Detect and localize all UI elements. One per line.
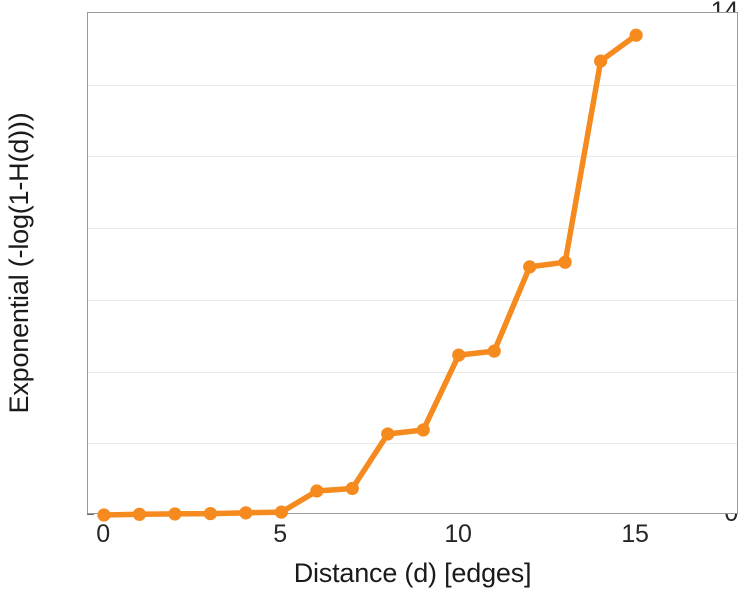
x-tick-label: 0: [96, 520, 110, 548]
series-line: [101, 32, 639, 518]
data-point-marker: [97, 508, 111, 522]
data-point-marker: [345, 481, 359, 496]
x-tick-label: 15: [621, 520, 649, 548]
data-point-marker: [274, 505, 288, 519]
plot-area: [87, 12, 738, 522]
data-point-marker: [452, 348, 466, 362]
y-tick-mark: [87, 514, 94, 515]
x-tick-label: 10: [444, 520, 472, 548]
data-point-marker: [629, 28, 643, 42]
data-point-marker: [203, 506, 218, 521]
data-point-marker: [132, 507, 147, 521]
data-series-layer: [97, 28, 643, 522]
data-point-marker: [558, 255, 572, 269]
data-point-marker: [523, 260, 537, 274]
data-point-marker: [239, 506, 253, 520]
x-tick-label: 5: [273, 520, 287, 548]
data-point-marker: [381, 427, 395, 441]
data-point-marker: [310, 484, 324, 498]
data-point-marker: [487, 344, 501, 358]
data-point-marker: [594, 54, 608, 68]
y-axis-label: Exponential (-log(1-H(d))): [4, 112, 34, 414]
data-point-marker: [168, 507, 182, 521]
x-axis-label: Distance (d) [edges]: [293, 558, 532, 588]
data-point-marker: [416, 423, 430, 437]
